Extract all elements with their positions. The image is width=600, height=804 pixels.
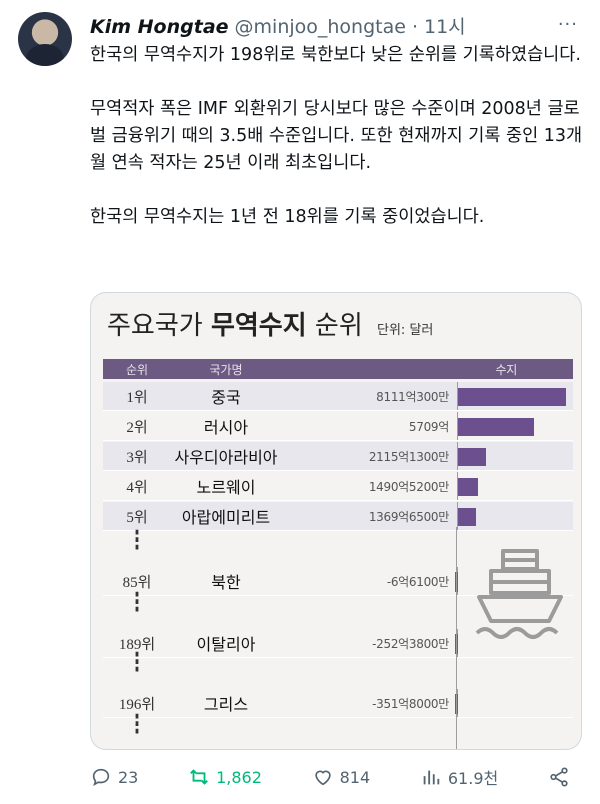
positive-bar <box>458 508 477 526</box>
header-balance: 수지 <box>495 362 518 377</box>
country-label: 그리스 <box>203 695 249 714</box>
rank-label: 2위 <box>126 419 148 436</box>
rank-label: 5위 <box>126 509 148 526</box>
retweet-count: 1,862 <box>216 767 262 787</box>
rank-label: 85위 <box>122 574 152 591</box>
like-button[interactable]: 814 <box>312 766 371 788</box>
chart-title-suffix: 순위 <box>314 311 363 341</box>
positive-bar <box>458 478 478 496</box>
bar-cell <box>455 689 573 717</box>
retweet-button[interactable]: 1,862 <box>188 766 262 788</box>
more-options-icon[interactable]: ··· <box>557 14 578 35</box>
share-button[interactable] <box>548 766 570 788</box>
reply-button[interactable]: 23 <box>90 766 138 788</box>
axis-divider <box>456 527 457 749</box>
like-count: 814 <box>339 767 371 787</box>
gap-ellipsis: ⋮ <box>129 524 145 555</box>
positive-bar <box>458 388 566 406</box>
country-label: 아랍에미리트 <box>181 508 271 527</box>
rank-label: 1위 <box>126 389 148 406</box>
bar-cell <box>457 412 573 440</box>
balance-value: 8111억300만 <box>376 389 449 404</box>
chart-title-prefix: 주요국가 <box>107 311 203 341</box>
views-icon <box>423 770 440 785</box>
header-country: 국가명 <box>209 362 243 377</box>
rank-label: 4위 <box>126 479 148 496</box>
separator-dot: · <box>411 16 418 38</box>
table-row: 196위 그리스 -351억8000만 <box>103 689 573 718</box>
table-header: 순위 국가명 수지 <box>103 359 573 379</box>
cargo-ship-icon <box>475 549 563 639</box>
chart-unit: 단위: 달러 <box>377 323 434 338</box>
avatar[interactable] <box>18 12 72 66</box>
table-row: 1위 중국 8111억300만 <box>103 382 573 411</box>
author-name[interactable]: Kim Hongtae <box>90 16 229 38</box>
bar-cell <box>457 472 573 500</box>
table-row: 4위 노르웨이 1490억5200만 <box>103 472 573 501</box>
share-icon <box>550 767 568 787</box>
bar-cell <box>457 442 573 470</box>
country-label: 노르웨이 <box>196 478 256 497</box>
tweet-text: 한국의 무역수지가 198위로 북한보다 낮은 순위를 기록하였습니다. 무역적… <box>90 42 586 258</box>
chart-title-bold: 무역수지 <box>210 311 307 341</box>
positive-bar <box>458 418 535 436</box>
gap-ellipsis: ⋮ <box>129 708 145 739</box>
balance-value: -252억3800만 <box>372 636 449 651</box>
table-row: 5위 아랍에미리트 1369억6500만 <box>103 502 573 531</box>
balance-value: 2115억1300만 <box>368 449 449 464</box>
chart-title: 주요국가 무역수지 순위 단위: 달러 <box>107 305 433 342</box>
country-label: 북한 <box>211 573 241 592</box>
table-row: 85위 북한 -6억6100만 <box>103 567 573 596</box>
reply-icon <box>92 768 110 787</box>
rank-label: 189위 <box>118 636 156 653</box>
country-label: 이탈리아 <box>196 635 256 654</box>
attached-image-card[interactable]: 주요국가 무역수지 순위 단위: 달러 순위 국가명 수지 1위 중국 8111억3… <box>90 292 582 750</box>
balance-value: 1369억6500만 <box>368 509 449 524</box>
tweet-paragraph: 한국의 무역수지는 1년 전 18위를 기록 중이었습니다. <box>90 207 485 227</box>
balance-value: 5709억 <box>408 419 449 434</box>
table-row: 3위 사우디아라비아 2115억1300만 <box>103 442 573 471</box>
bar-cell <box>457 502 573 530</box>
views-button[interactable]: 61.9천 <box>420 765 498 789</box>
bar-cell <box>457 382 573 410</box>
rank-label: 196위 <box>118 696 156 713</box>
reply-count: 23 <box>118 767 139 787</box>
heart-icon <box>314 770 331 786</box>
ranking-table: 순위 국가명 수지 1위 중국 8111억300만 2위 러시아 5709억 3위 사우디아라… <box>103 359 573 749</box>
tweet-actions: 23 1,862 814 61.9천 <box>90 762 570 792</box>
gap-ellipsis: ⋮ <box>129 646 145 677</box>
country-label: 사우디아라비아 <box>174 448 278 467</box>
tweet-paragraph: 무역적자 폭은 IMF 외환위기 당시보다 많은 수준이며 2008년 글로벌 … <box>90 99 583 173</box>
balance-value: 1490억5200만 <box>368 479 449 494</box>
balance-value: -6억6100만 <box>386 574 449 589</box>
rank-label: 3위 <box>126 449 148 466</box>
header-rank: 순위 <box>125 362 149 377</box>
country-label: 러시아 <box>203 418 249 437</box>
gap-ellipsis: ⋮ <box>129 586 145 617</box>
positive-bar <box>458 448 487 466</box>
retweet-icon <box>190 769 208 785</box>
table-row: 2위 러시아 5709억 <box>103 412 573 441</box>
tweet-time[interactable]: 11시 <box>424 16 466 38</box>
balance-value: -351억8000만 <box>372 696 449 711</box>
tweet-paragraph: 한국의 무역수지가 198위로 북한보다 낮은 순위를 기록하였습니다. <box>90 45 581 65</box>
country-label: 중국 <box>211 388 241 407</box>
author-handle[interactable]: @minjoo_hongtae <box>234 16 406 38</box>
tweet-header: Kim Hongtae @minjoo_hongtae · 11시 <box>90 12 580 38</box>
view-count: 61.9천 <box>447 769 499 788</box>
